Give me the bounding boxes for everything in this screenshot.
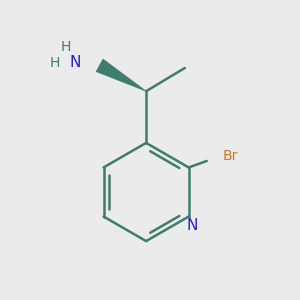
Text: N: N xyxy=(69,55,81,70)
Text: N: N xyxy=(187,218,198,233)
Text: H: H xyxy=(49,56,60,70)
Text: Br: Br xyxy=(222,149,238,163)
Text: H: H xyxy=(61,40,71,54)
Polygon shape xyxy=(96,59,146,91)
